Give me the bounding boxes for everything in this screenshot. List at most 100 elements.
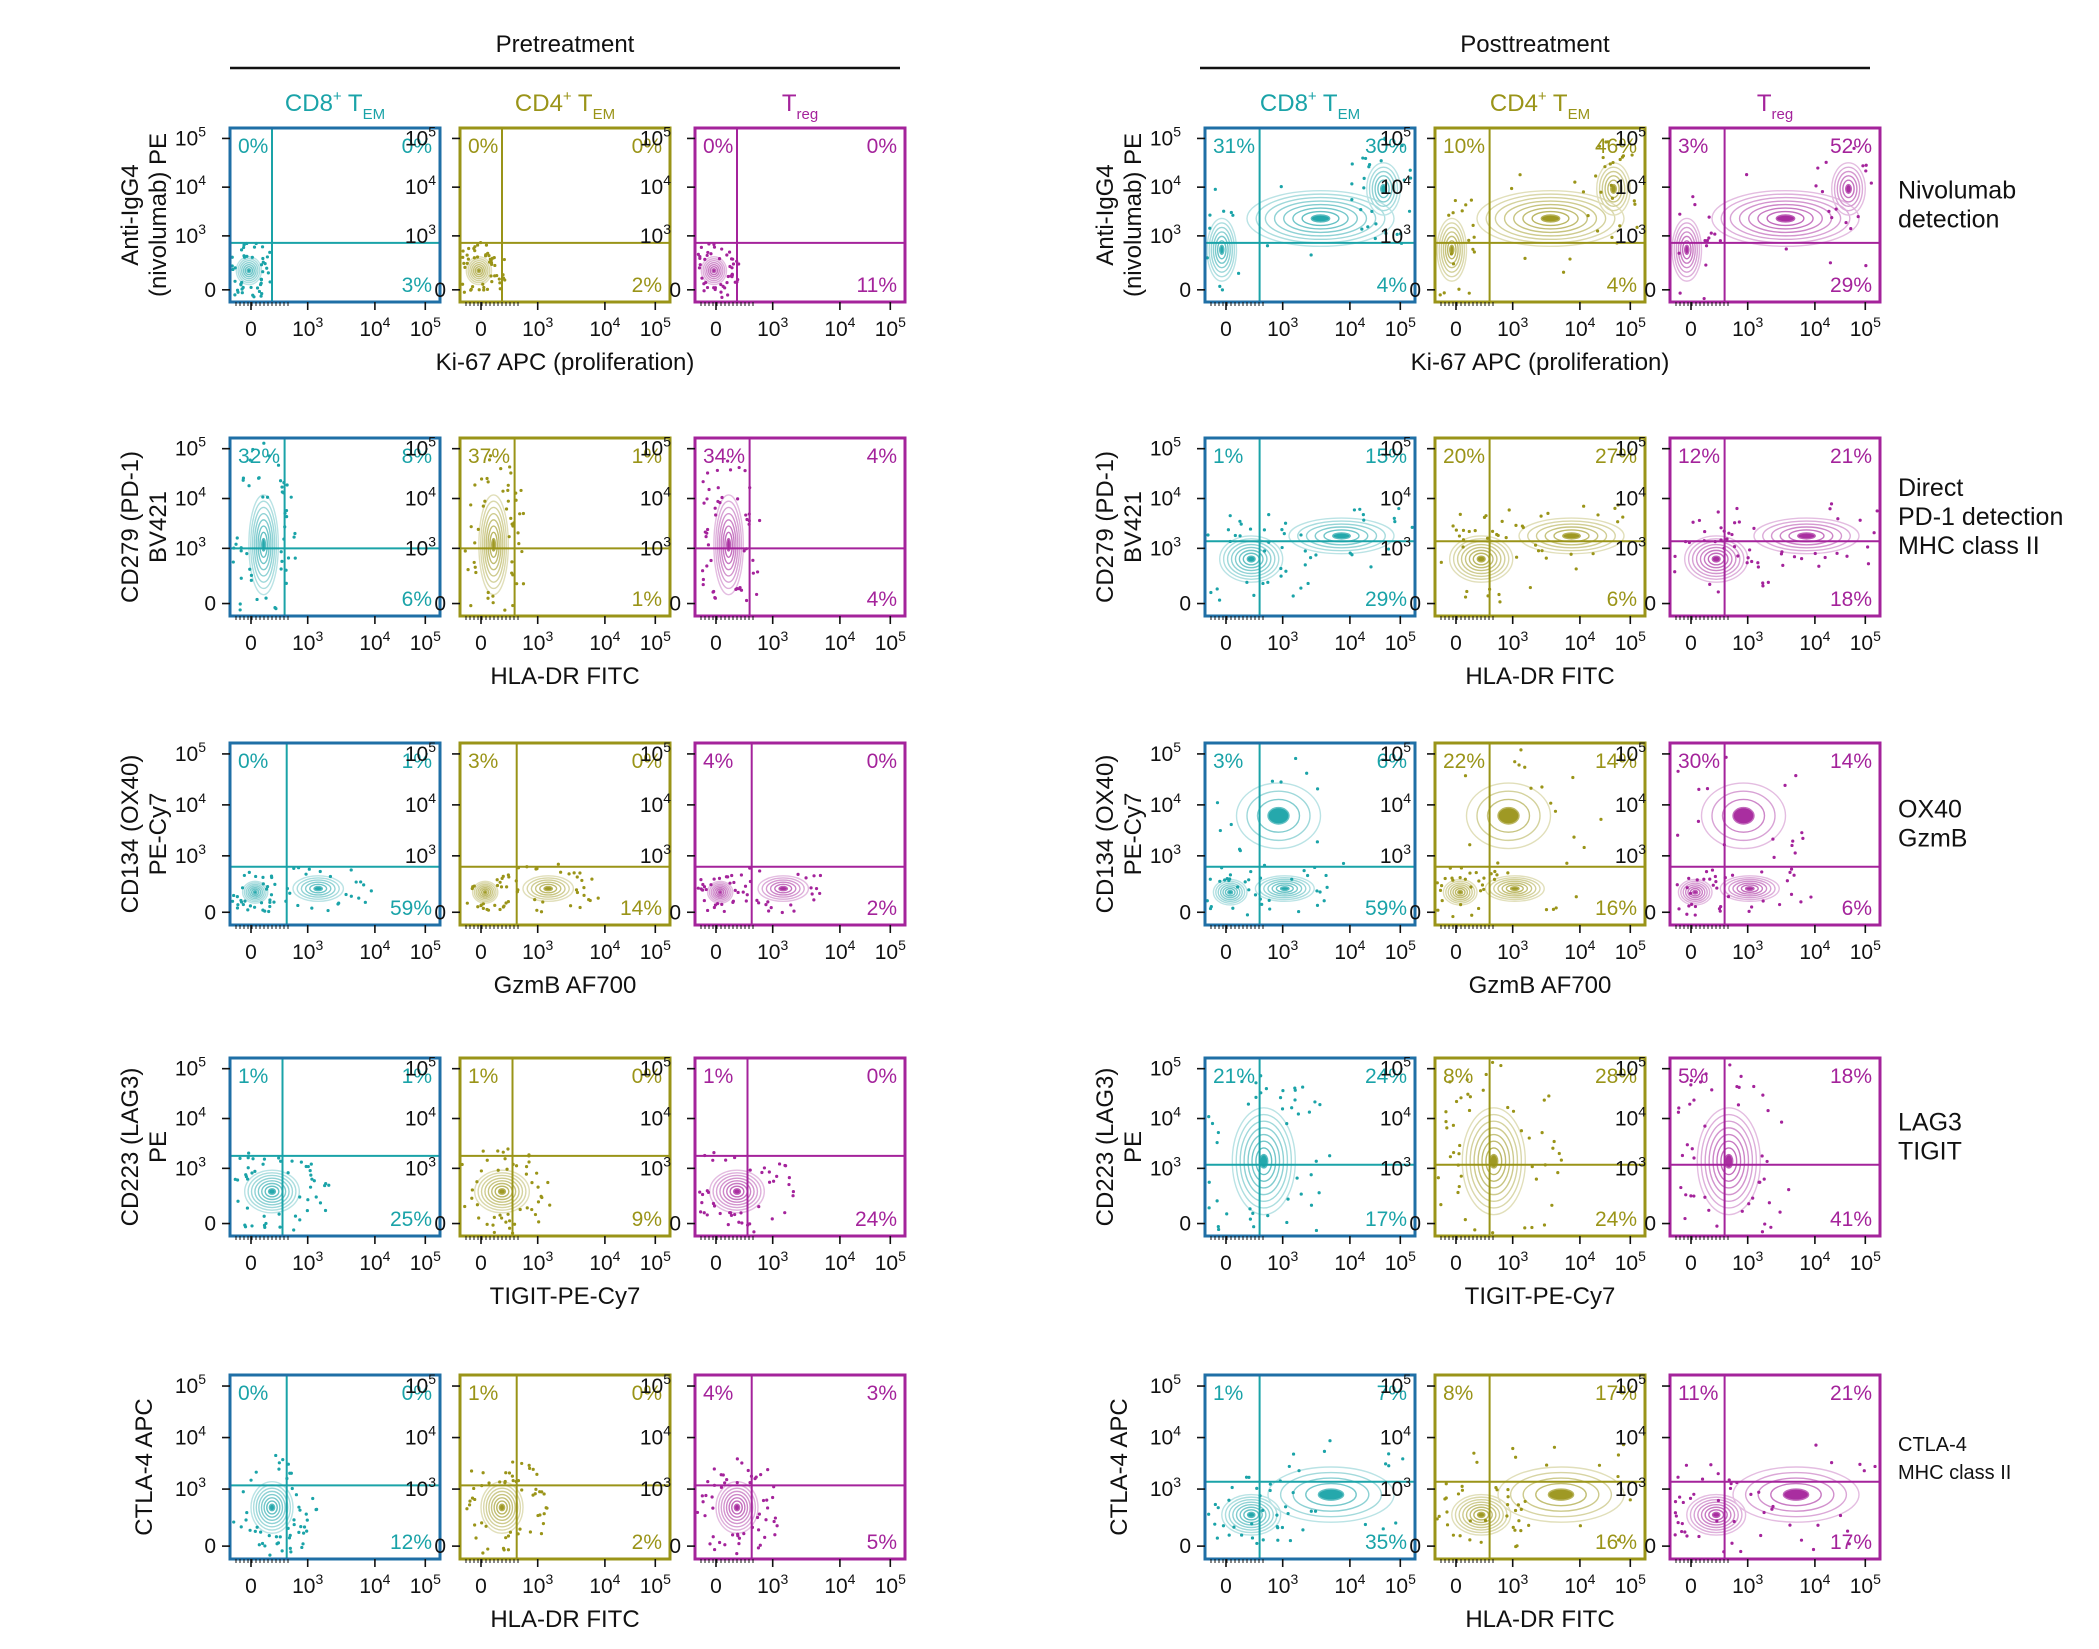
density-contour: [1247, 1133, 1281, 1189]
event-dot: [1363, 1522, 1368, 1527]
event-dot: [1280, 528, 1284, 532]
tick-exp: 5: [1408, 937, 1416, 953]
event-dot: [1449, 252, 1454, 256]
event-dot: [1540, 785, 1544, 789]
event-dot: [787, 1182, 791, 1187]
y-tick-label: 103: [175, 221, 206, 248]
density-contour: [723, 1490, 751, 1525]
y-tick-label: 105: [1150, 1371, 1181, 1398]
quadrant-lower-right: 4%: [1377, 274, 1407, 297]
tick-base: 10: [175, 127, 198, 150]
tick-base: 10: [1564, 941, 1587, 964]
density-contour: [1547, 1488, 1575, 1501]
event-dot: [1322, 1449, 1327, 1453]
y-tick-label: 105: [640, 434, 671, 461]
tick-exp: 4: [1403, 172, 1411, 188]
event-dot: [297, 1505, 301, 1509]
event-dot: [730, 275, 734, 279]
density-contour: [254, 1177, 290, 1206]
y-tick-label: 103: [640, 1153, 671, 1180]
event-dot: [263, 909, 267, 913]
event-dot: [707, 487, 711, 492]
event-dot: [1373, 236, 1377, 241]
event-dot: [518, 512, 522, 516]
x-tick-label: 105: [1385, 1571, 1416, 1598]
event-dot: [278, 479, 283, 483]
event-dot: [1445, 1510, 1449, 1514]
tick-exp: 5: [1173, 123, 1181, 139]
event-dot: [1454, 1099, 1459, 1104]
event-dot: [568, 904, 573, 908]
event-dot: [700, 1201, 704, 1205]
x-tick-label: 0: [245, 941, 257, 964]
event-dot: [244, 1175, 248, 1179]
event-dot: [504, 1536, 508, 1540]
event-dot: [771, 1179, 776, 1183]
event-dot: [279, 1159, 283, 1163]
event-dot: [1358, 507, 1362, 511]
event-dot: [706, 543, 711, 547]
event-dot: [1268, 1482, 1272, 1486]
tick-base: 10: [292, 941, 315, 964]
x-tick-label: 105: [410, 1571, 441, 1598]
event-dot: [1769, 1225, 1773, 1229]
event-dot: [767, 1170, 771, 1174]
event-dot: [1632, 199, 1636, 203]
density-contour: [1446, 240, 1457, 260]
y-tick-label: 105: [1615, 739, 1646, 766]
event-dot: [1778, 1210, 1782, 1214]
density-contour: [1227, 889, 1234, 895]
density-contour: [1279, 886, 1290, 892]
event-dot: [1599, 817, 1603, 821]
density-contour: [487, 1180, 517, 1203]
panel-frame: [1433, 1373, 1647, 1561]
panel-frame: [1668, 1373, 1882, 1561]
event-dot: [1836, 517, 1840, 521]
event-dot: [1303, 549, 1307, 553]
event-dot: [1551, 1146, 1555, 1150]
population-name: CD8: [285, 90, 333, 117]
event-dot: [1454, 528, 1458, 532]
y-axis-label: CD279 (PD-1): [117, 451, 144, 603]
event-dot: [772, 1519, 776, 1524]
density-contour: [1762, 520, 1851, 552]
event-dot: [1530, 1225, 1534, 1230]
x-tick-label: 105: [640, 1248, 671, 1275]
event-dot: [1460, 209, 1464, 213]
event-dot: [506, 483, 510, 487]
y-tick-label: 104: [640, 790, 671, 817]
tick-base: 10: [640, 225, 663, 248]
x-tick-label: 105: [1850, 1571, 1881, 1598]
event-dot: [1318, 890, 1322, 894]
event-dot: [235, 895, 239, 899]
tick-base: 10: [405, 438, 428, 461]
y-tick-label: 0: [1409, 1213, 1421, 1236]
y-axis-label: (nivolumab) PE: [145, 133, 172, 297]
y-tick-label: 0: [204, 901, 216, 924]
y-tick-label: 0: [204, 1213, 216, 1236]
tick-exp: 5: [663, 739, 671, 755]
event-dot: [1517, 1519, 1521, 1523]
event-dot: [232, 893, 236, 898]
event-dot: [232, 1520, 236, 1524]
event-dot: [1514, 523, 1518, 527]
tick-base: 10: [522, 941, 545, 964]
quadrant-lower-right: 12%: [390, 1531, 432, 1554]
event-dot: [1549, 801, 1553, 805]
event-dot: [1873, 1464, 1877, 1469]
event-dot: [495, 878, 499, 882]
tick-exp: 3: [428, 841, 436, 857]
event-dot: [722, 909, 726, 914]
event-dot: [1238, 534, 1242, 538]
y-tick-label: 103: [1615, 1474, 1646, 1501]
event-dot: [1760, 870, 1764, 874]
quadrant-upper-right: 6%: [1377, 750, 1407, 773]
event-dot: [1217, 1227, 1221, 1232]
event-dot: [318, 1201, 323, 1205]
event-dot: [712, 1467, 716, 1471]
event-dot: [274, 1453, 278, 1458]
event-dot: [486, 590, 490, 595]
quadrant-upper-right: 3%: [867, 1382, 897, 1405]
